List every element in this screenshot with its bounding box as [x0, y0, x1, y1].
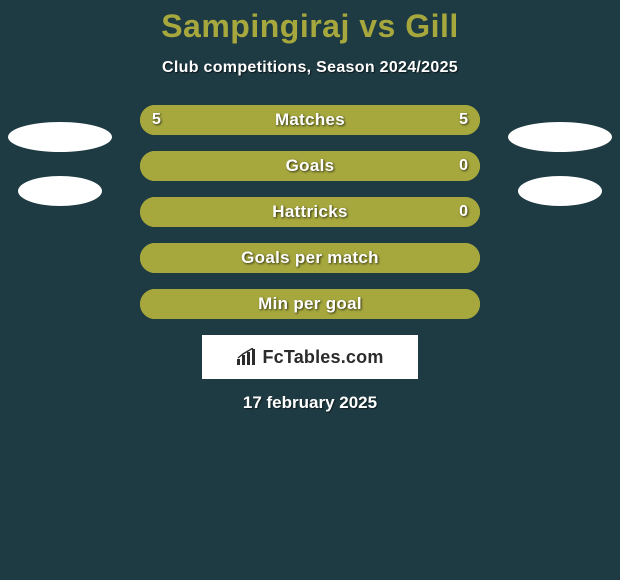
date-label: 17 february 2025 — [0, 393, 620, 413]
chart-bars-icon — [236, 348, 258, 366]
title-player-left: Sampingiraj — [161, 8, 350, 44]
title-vs: vs — [350, 8, 405, 44]
stat-label: Goals per match — [140, 243, 480, 273]
stat-value-right: 0 — [459, 151, 468, 181]
stat-row: Goals per match — [140, 243, 480, 273]
stat-row: Min per goal — [140, 289, 480, 319]
stat-label: Hattricks — [140, 197, 480, 227]
comparison-infographic: Sampingiraj vs Gill Club competitions, S… — [0, 0, 620, 580]
stat-value-right: 0 — [459, 197, 468, 227]
stat-row: Hattricks0 — [140, 197, 480, 227]
subtitle: Club competitions, Season 2024/2025 — [0, 59, 620, 77]
team-badge-left-secondary — [18, 176, 102, 206]
title-player-right: Gill — [405, 8, 459, 44]
source-logo: FcTables.com — [202, 335, 418, 379]
team-badge-right — [508, 122, 612, 152]
stat-label: Min per goal — [140, 289, 480, 319]
stat-row: Matches5 5 — [140, 105, 480, 135]
team-badge-right-secondary — [518, 176, 602, 206]
stat-label: Matches — [140, 105, 480, 135]
stat-value-left: 5 — [152, 105, 161, 135]
source-logo-text: FcTables.com — [262, 347, 383, 368]
team-badge-left — [8, 122, 112, 152]
page-title: Sampingiraj vs Gill — [0, 0, 620, 45]
stat-value-right: 5 — [459, 105, 468, 135]
stat-label: Goals — [140, 151, 480, 181]
stat-row: Goals0 — [140, 151, 480, 181]
